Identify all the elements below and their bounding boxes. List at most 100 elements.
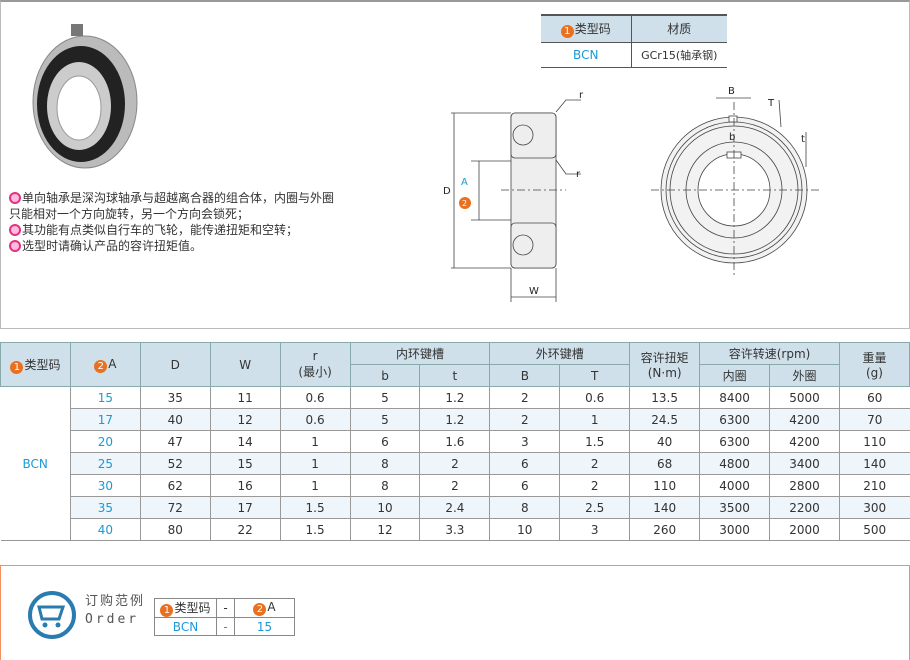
header: W [209, 342, 281, 387]
number-badge: 1 [160, 604, 174, 617]
label-T: T [767, 98, 775, 109]
table-cell: 4000 [699, 474, 770, 497]
table-cell: 5 [349, 386, 420, 409]
bearing-photo [32, 24, 138, 169]
table-cell: 22 [209, 518, 281, 541]
table-cell: 20 [69, 430, 141, 453]
header: 外环键槽 [489, 342, 631, 365]
desc-line: 单向轴承是深沟球轴承与超越离合器的组合体，内圈与外圈只能相对一个方向旋转，另一个… [9, 191, 335, 221]
table-cell: 4800 [699, 452, 770, 475]
header: (N·m) [647, 366, 682, 380]
table-cell: 4200 [769, 408, 840, 431]
table-cell: 1 [279, 452, 351, 475]
table-row: 30 62 16 1 8 2 6 2 110 4000 2800 210 [1, 474, 910, 497]
header: D [139, 342, 211, 387]
header: A [108, 356, 117, 371]
table-cell: 40 [629, 430, 700, 453]
bullet-icon [9, 192, 21, 204]
table-cell: 12 [349, 518, 420, 541]
table-cell: 1 [559, 408, 630, 431]
table-cell: 40 [139, 408, 211, 431]
table-cell: 6 [489, 452, 560, 475]
table-cell: 110 [838, 430, 910, 453]
table-cell: 2 [489, 408, 560, 431]
table-cell: 1.5 [559, 430, 630, 453]
table-cell: 11 [209, 386, 281, 409]
desc-line: 其功能有点类似自行车的飞轮，能传递扭矩和空转； [22, 223, 299, 237]
table-cell: 13.5 [629, 386, 700, 409]
table-cell: 2 [419, 474, 490, 497]
table-row: BCN 15 35 11 0.6 5 1.2 2 0.6 13.5 8400 5000 60 [0, 386, 910, 541]
table-cell: 2 [419, 452, 490, 475]
table-cell: 16 [209, 474, 281, 497]
table-cell: 8 [489, 496, 560, 519]
table-cell: 68 [629, 452, 700, 475]
table-cell: 62 [139, 474, 211, 497]
header: 容许转速(rpm) [699, 342, 840, 365]
type-code: BCN [541, 42, 631, 68]
table-cell: 1.5 [279, 518, 351, 541]
table-cell: 140 [629, 496, 700, 519]
table-cell: 500 [838, 518, 910, 541]
table-cell: 6 [489, 474, 560, 497]
header: B [489, 364, 561, 387]
type-cell: BCN [0, 386, 71, 541]
label-r: r [576, 169, 581, 180]
label-D: D [443, 186, 451, 197]
table-cell: 52 [139, 452, 211, 475]
cart-icon [28, 591, 76, 639]
table-cell: 2200 [769, 496, 840, 519]
table-cell: 80 [139, 518, 211, 541]
table-cell: 8 [349, 452, 420, 475]
header: A [267, 600, 276, 614]
table-cell: 60 [838, 386, 910, 409]
material-value: GCr15(轴承钢) [630, 42, 727, 68]
table-cell: 47 [139, 430, 211, 453]
table-cell: 2000 [769, 518, 840, 541]
table-cell: 110 [629, 474, 700, 497]
order-table: 1 类型码 - 2 A BCN -15 [154, 598, 295, 636]
header: 类型码 [24, 357, 61, 372]
table-cell: 2 [559, 452, 630, 475]
table-cell: 8 [349, 474, 420, 497]
header-material: 材质 [630, 14, 727, 43]
header: 容许扭矩 [640, 351, 689, 365]
table-cell: 30 [69, 474, 141, 497]
header: b [349, 364, 421, 387]
table-cell: 2.4 [419, 496, 490, 519]
table-cell: 1.6 [419, 430, 490, 453]
table-cell: 17 [209, 496, 281, 519]
label-B: B [728, 86, 735, 97]
table-cell: 300 [838, 496, 910, 519]
table-cell: 1.2 [419, 408, 490, 431]
table-cell: 1.5 [279, 496, 351, 519]
header: r [312, 349, 318, 363]
table-cell: 260 [629, 518, 700, 541]
number-badge: 1 [10, 360, 24, 374]
table-cell: 40 [69, 518, 141, 541]
table-row: 20 47 14 1 6 1.6 3 1.5 40 6300 4200 110 [1, 430, 910, 453]
table-cell: 0.6 [279, 386, 351, 409]
label-r: r [579, 90, 584, 101]
table-cell: 3 [559, 518, 630, 541]
technical-drawing: r r D 2 A W B T b t [443, 86, 821, 302]
label-t: t [801, 134, 805, 145]
table-cell: 140 [838, 452, 910, 475]
table-cell: 0.6 [559, 386, 630, 409]
table-cell: 17 [69, 408, 141, 431]
table-cell: 210 [838, 474, 910, 497]
order-A: 15 [234, 617, 295, 636]
table-row: 40 80 22 1.5 12 3.3 10 3 260 3000 2000 500 [1, 518, 910, 541]
separator: - [216, 598, 235, 618]
table-cell: 3500 [699, 496, 770, 519]
number-badge: 2 [94, 359, 108, 373]
header: t [419, 364, 491, 387]
header: 类型码 [174, 601, 211, 615]
table-cell: 3 [489, 430, 560, 453]
table-cell: 0.6 [279, 408, 351, 431]
table-cell: 15 [209, 452, 281, 475]
table-cell: 3000 [699, 518, 770, 541]
table-cell: 6300 [699, 430, 770, 453]
table-cell: 2.5 [559, 496, 630, 519]
